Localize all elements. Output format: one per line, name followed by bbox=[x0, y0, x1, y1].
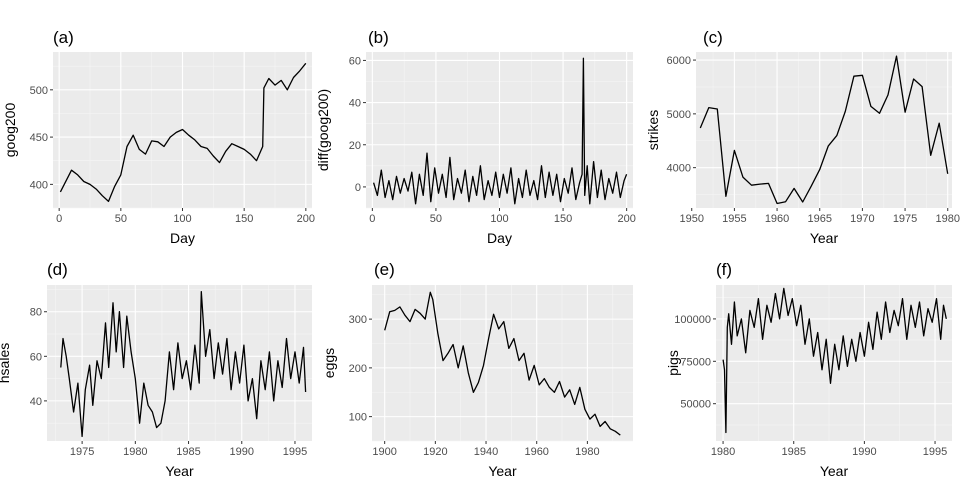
y-tick-label: 100 bbox=[349, 412, 367, 424]
y-tick-label: 4000 bbox=[667, 163, 691, 175]
y-tick-label: 20 bbox=[349, 140, 361, 152]
x-tick-label: 1980 bbox=[935, 213, 959, 225]
series-line bbox=[384, 291, 621, 436]
series-line bbox=[60, 291, 307, 438]
panel-3: 1950 1955 1960 1965 1970 1975 1980 4000 5000 6000… bbox=[645, 28, 960, 246]
x-tick-label: 150 bbox=[235, 213, 253, 225]
panel-6: 1980 1985 1990 1995 50000 75000 100000 (f) Year p… bbox=[665, 260, 952, 479]
x-tick-label: 1980 bbox=[711, 446, 735, 458]
x-tick-label: 1970 bbox=[850, 213, 874, 225]
panel-5: 1900 1920 1940 1960 1980 100 200 300 (e) Year eggs bbox=[321, 260, 633, 479]
y-tick-label: 0 bbox=[355, 182, 361, 194]
panel-title: (e) bbox=[374, 260, 395, 279]
x-axis-title: Year bbox=[820, 463, 849, 479]
x-tick-label: 1995 bbox=[923, 446, 947, 458]
y-tick-label: 200 bbox=[349, 363, 367, 375]
y-tick-label: 500 bbox=[30, 85, 48, 97]
y-axis-title: strikes bbox=[645, 110, 661, 150]
x-axis-title: Day bbox=[170, 230, 195, 246]
x-tick-label: 200 bbox=[297, 213, 315, 225]
x-tick-label: 0 bbox=[369, 213, 375, 225]
x-tick-label: 1995 bbox=[283, 446, 307, 458]
y-tick-label: 75000 bbox=[680, 356, 711, 368]
y-tick-label: 100000 bbox=[674, 314, 711, 326]
y-axis-title: eggs bbox=[321, 348, 337, 378]
x-tick-label: 1975 bbox=[893, 213, 917, 225]
series-line bbox=[372, 57, 628, 205]
x-tick-label: 1990 bbox=[230, 446, 254, 458]
x-tick-label: 200 bbox=[617, 213, 635, 225]
y-tick-label: 60 bbox=[30, 351, 42, 363]
panel-background bbox=[696, 52, 952, 208]
y-tick-label: 40 bbox=[30, 396, 42, 408]
y-tick-label: 450 bbox=[30, 132, 48, 144]
y-tick-label: 5000 bbox=[667, 109, 691, 121]
x-tick-label: 1950 bbox=[679, 213, 703, 225]
x-tick-label: 1965 bbox=[807, 213, 831, 225]
x-tick-label: 1955 bbox=[722, 213, 746, 225]
y-tick-label: 400 bbox=[30, 179, 48, 191]
x-tick-label: 1900 bbox=[372, 446, 396, 458]
x-tick-label: 1975 bbox=[70, 446, 94, 458]
x-tick-label: 150 bbox=[554, 213, 572, 225]
x-tick-label: 0 bbox=[56, 213, 62, 225]
y-axis-title: hsales bbox=[0, 343, 12, 383]
x-tick-label: 1920 bbox=[423, 446, 447, 458]
y-axis-title: diff(goog200) bbox=[315, 89, 331, 171]
panel-background bbox=[372, 285, 633, 441]
panel-background bbox=[47, 285, 312, 441]
panel-title: (d) bbox=[47, 260, 68, 279]
panel-title: (b) bbox=[368, 28, 389, 47]
x-tick-label: 1985 bbox=[176, 446, 200, 458]
x-tick-label: 100 bbox=[173, 213, 191, 225]
x-axis-title: Year bbox=[488, 463, 517, 479]
x-tick-label: 1990 bbox=[852, 446, 876, 458]
y-axis-title: pigs bbox=[665, 350, 681, 376]
x-tick-label: 50 bbox=[430, 213, 442, 225]
panel-title: (f) bbox=[716, 260, 732, 279]
x-tick-label: 1940 bbox=[474, 446, 498, 458]
x-tick-label: 1960 bbox=[524, 446, 548, 458]
x-axis-title: Day bbox=[487, 230, 512, 246]
x-axis-title: Year bbox=[810, 230, 839, 246]
x-tick-label: 50 bbox=[115, 213, 127, 225]
panel-1: 0 50 100 150 200 400 450 500 (a) Day goog200 bbox=[2, 28, 315, 246]
y-tick-label: 80 bbox=[30, 307, 42, 319]
x-axis-title: Year bbox=[165, 463, 194, 479]
series-line bbox=[59, 62, 307, 203]
x-tick-label: 1980 bbox=[575, 446, 599, 458]
y-tick-label: 300 bbox=[349, 314, 367, 326]
panel-title: (a) bbox=[53, 28, 74, 47]
panel-background bbox=[716, 285, 952, 441]
x-tick-label: 1960 bbox=[765, 213, 789, 225]
y-tick-label: 60 bbox=[349, 55, 361, 67]
y-axis-title: goog200 bbox=[2, 103, 18, 158]
panel-4: 1975 1980 1985 1990 1995 40 60 80 (d) Year hsales bbox=[0, 260, 312, 479]
panel-2: 0 50 100 150 200 0 20 40 60 (b) Day diff(goog200) bbox=[315, 28, 636, 246]
series-line bbox=[722, 287, 947, 434]
panel-title: (c) bbox=[703, 28, 723, 47]
x-tick-label: 1980 bbox=[123, 446, 147, 458]
y-tick-label: 40 bbox=[349, 98, 361, 110]
y-tick-label: 50000 bbox=[680, 399, 711, 411]
x-tick-label: 100 bbox=[490, 213, 508, 225]
x-tick-label: 1985 bbox=[781, 446, 805, 458]
y-tick-label: 6000 bbox=[667, 55, 691, 67]
series-line bbox=[699, 55, 949, 205]
